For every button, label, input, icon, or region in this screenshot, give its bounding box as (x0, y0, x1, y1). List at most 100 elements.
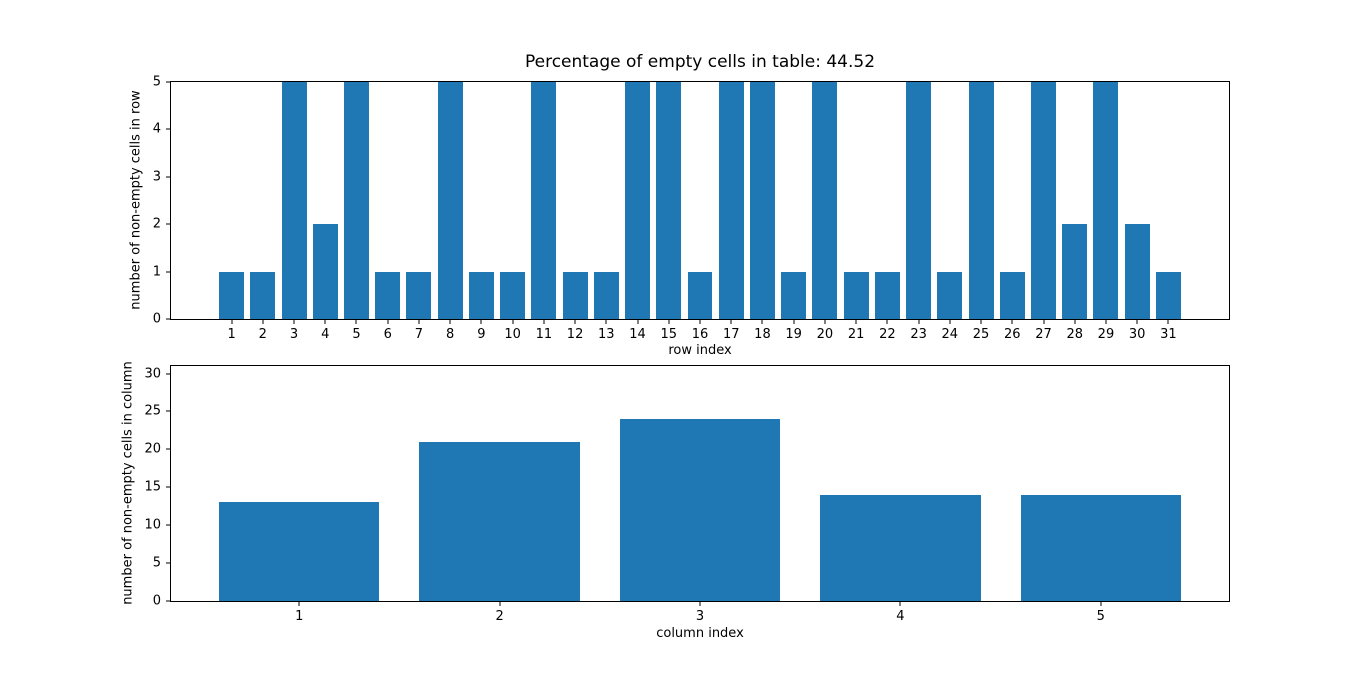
x-tick-label: 20 (816, 327, 834, 342)
x-tick (1074, 319, 1076, 324)
x-tick-label: 15 (660, 327, 678, 342)
y-tick-label: 3 (152, 169, 161, 185)
column-chart-y-axis-label: number of non-empty cells in column (120, 361, 136, 605)
x-tick (298, 601, 300, 606)
column-chart-plot-area: 1 2 3 4 5 0 5 10 15 20 25 30 (144, 365, 1230, 623)
x-tick (886, 319, 888, 324)
y-tick (166, 81, 171, 83)
bar (843, 271, 869, 319)
bar (419, 441, 580, 601)
y-tick-label: 15 (144, 479, 161, 495)
y-tick (166, 176, 171, 178)
bar (219, 502, 380, 601)
y-tick-label: 5 (152, 74, 161, 90)
chart-title: Percentage of empty cells in table: 44.5… (524, 52, 876, 72)
y-tick (166, 448, 171, 450)
x-tick-label: 30 (1128, 327, 1146, 342)
x-tick (1043, 319, 1044, 324)
x-tick (699, 601, 701, 606)
bar (219, 271, 245, 319)
bar (999, 271, 1025, 319)
x-tick (449, 319, 451, 324)
bar (1155, 271, 1181, 319)
y-tick (166, 410, 171, 412)
x-tick-label: 2 (495, 609, 504, 624)
x-tick (730, 319, 732, 324)
x-tick-label: 29 (1097, 327, 1115, 342)
bar (250, 271, 276, 319)
x-tick (499, 601, 501, 606)
x-tick (855, 319, 857, 324)
x-tick-label: 18 (754, 327, 771, 342)
column-chart-x-axis-label: column index (656, 626, 744, 641)
x-tick (899, 601, 901, 606)
bar (812, 82, 838, 319)
x-tick (824, 319, 826, 324)
x-tick-label: 21 (847, 327, 865, 342)
x-tick-label: 13 (598, 327, 615, 342)
y-tick-label: 2 (152, 216, 161, 232)
x-tick (1136, 319, 1138, 324)
x-tick (1167, 319, 1169, 324)
bar (562, 271, 588, 319)
bar (874, 271, 900, 319)
bar (937, 271, 963, 319)
x-tick (605, 319, 607, 324)
bar (718, 82, 744, 319)
x-tick-label: 6 (383, 327, 392, 342)
x-tick (480, 319, 482, 324)
bar (749, 82, 775, 319)
x-tick-label: 23 (910, 327, 927, 342)
x-tick-label: 3 (289, 327, 299, 342)
x-tick-label: 9 (477, 327, 486, 342)
bar (625, 82, 651, 319)
y-tick-label: 0 (152, 311, 161, 327)
x-tick-label: 27 (1035, 327, 1052, 342)
x-tick-label: 17 (722, 327, 740, 342)
bar (781, 271, 807, 319)
bar (968, 82, 994, 319)
y-tick-label: 25 (144, 403, 161, 419)
y-tick (166, 562, 171, 564)
bar (1093, 82, 1119, 319)
row-chart-x-axis-label: row index (668, 343, 732, 358)
x-tick-label: 1 (295, 609, 304, 624)
bar (820, 494, 981, 601)
bar (406, 271, 432, 319)
y-tick-label: 20 (144, 441, 161, 457)
bar (1124, 224, 1150, 319)
x-tick (574, 319, 576, 324)
x-tick-label: 1 (227, 327, 236, 342)
x-tick-label: 24 (941, 327, 959, 342)
x-tick-label: 4 (896, 609, 905, 624)
x-tick-label: 16 (691, 327, 709, 342)
x-tick (1105, 319, 1107, 324)
x-tick-label: 4 (321, 327, 330, 342)
x-tick-label: 2 (258, 327, 267, 342)
x-tick-label: 11 (535, 327, 553, 342)
x-tick-label: 3 (695, 609, 705, 624)
bar (1020, 494, 1181, 601)
x-tick-label: 19 (785, 327, 802, 342)
bar (344, 82, 369, 319)
x-tick-label: 8 (446, 327, 455, 342)
y-tick-label: 1 (152, 264, 161, 280)
x-tick-label: 26 (1003, 327, 1021, 342)
x-tick (761, 319, 763, 324)
x-tick-label: 12 (566, 327, 584, 342)
x-tick-label: 5 (352, 327, 361, 342)
bar (687, 271, 713, 319)
y-tick-label: 4 (152, 121, 161, 137)
bar (500, 271, 526, 319)
x-tick (262, 319, 264, 324)
x-tick (637, 319, 639, 324)
row-chart-plot-area: 1 2 3 4 5 6 7 8 9 10 11 12 13 14 15 16 17 18 19 20 21 22 23 24 2… (153, 76, 1230, 341)
y-tick (166, 223, 171, 225)
bar (656, 82, 682, 319)
x-tick-label: 14 (629, 327, 646, 342)
bar (1062, 224, 1088, 319)
x-tick (231, 319, 233, 324)
x-tick (512, 319, 514, 324)
x-tick (387, 319, 389, 324)
